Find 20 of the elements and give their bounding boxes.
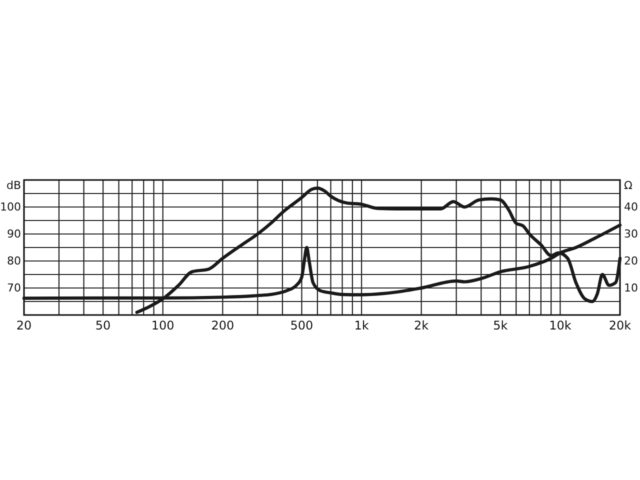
y2-tick-label: 30 — [624, 228, 638, 241]
y-tick-label: 90 — [7, 228, 21, 241]
x-tick-label: 500 — [290, 318, 314, 333]
x-tick-label: 2k — [414, 318, 429, 333]
y-axis-title: dB — [6, 179, 21, 192]
x-tick-label: 100 — [151, 318, 174, 333]
y-tick-label: 80 — [7, 254, 21, 268]
x-tick-label: 200 — [211, 318, 234, 333]
x-tick-label: 1k — [354, 318, 369, 333]
y2-tick-label: 10 — [624, 282, 638, 295]
y2-tick-label: 40 — [624, 200, 638, 214]
x-tick-label: 5k — [493, 318, 508, 333]
y-tick-label: 100 — [0, 200, 21, 214]
x-tick-label: 50 — [95, 318, 111, 333]
y-tick-label: 70 — [7, 282, 21, 295]
x-tick-label: 10k — [549, 318, 572, 333]
y2-tick-label: 20 — [624, 254, 638, 268]
y2-axis-title: Ω — [624, 179, 632, 192]
x-tick-label: 20k — [608, 318, 632, 333]
x-tick-label: 20 — [16, 318, 32, 333]
